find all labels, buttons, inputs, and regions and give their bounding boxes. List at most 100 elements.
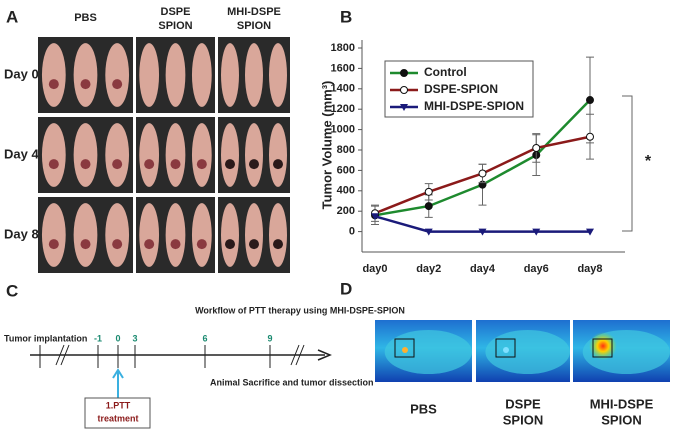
mouse <box>221 203 239 267</box>
roi-box <box>394 338 415 358</box>
tumor <box>80 159 91 170</box>
image-label: MHI-DSPE <box>590 396 654 411</box>
y-axis-title: Tumor Volume (mm³) <box>319 81 334 210</box>
panel-label: B <box>340 7 352 26</box>
significance-mark: * <box>645 153 652 170</box>
panel-b: B Tumor Volume (mm³) * 0 200 400 600 800 1000… <box>319 7 651 274</box>
panel-c: C Workflow of PTT therapy using MHI-DSPE… <box>4 281 405 429</box>
column-header: SPION <box>158 20 192 32</box>
tumor <box>48 79 59 90</box>
y-tick-label: 1400 <box>331 83 355 95</box>
legend-marker <box>400 69 408 77</box>
mouse <box>165 123 186 187</box>
x-tick-label: day8 <box>577 263 602 275</box>
mouse <box>41 203 66 267</box>
column-header: DSPE <box>161 6 191 18</box>
tumor <box>170 239 181 250</box>
treatment-label: treatment <box>97 413 138 423</box>
timeline-label: 6 <box>202 333 207 343</box>
timeline-label: -1 <box>94 333 102 343</box>
treatment-box <box>84 397 151 429</box>
mouse <box>245 203 263 267</box>
tumor <box>80 239 91 250</box>
treatment-arrow-head <box>112 368 124 379</box>
tumor <box>273 159 283 170</box>
mouse <box>105 123 130 187</box>
y-tick-label: 800 <box>337 144 355 156</box>
mouse <box>191 203 212 267</box>
mouse <box>105 43 130 107</box>
mouse <box>73 123 98 187</box>
spot <box>402 347 408 353</box>
end-label: Animal Sacrifice and tumor dissection <box>210 377 374 387</box>
tumor <box>48 159 59 170</box>
tumor <box>48 239 59 250</box>
tumor <box>112 79 123 90</box>
y-tick-label: 400 <box>337 185 355 197</box>
mouse <box>245 43 263 107</box>
marker <box>586 132 594 141</box>
mouse <box>269 203 287 267</box>
mouse <box>269 123 287 187</box>
mouse-silhouette <box>485 330 570 374</box>
tumor <box>273 239 283 250</box>
marker <box>586 96 594 105</box>
row-label: Day 8 <box>4 226 39 241</box>
mouse <box>139 43 160 107</box>
legend-label: DSPE-SPION <box>424 82 498 96</box>
tumor <box>112 239 123 250</box>
mouse <box>105 203 130 267</box>
spot <box>503 347 509 353</box>
column-header: SPION <box>237 20 271 32</box>
x-tick-label: day6 <box>524 263 549 275</box>
x-tick-label: day0 <box>362 263 387 275</box>
tumor <box>170 159 181 170</box>
y-tick-label: 1200 <box>331 103 355 115</box>
mouse <box>165 203 186 267</box>
column-header: PBS <box>74 12 97 24</box>
mouse-silhouette <box>384 330 472 374</box>
mouse <box>41 123 66 187</box>
mouse <box>221 43 239 107</box>
y-tick-label: 0 <box>349 226 355 238</box>
timeline-label: 9 <box>267 333 272 343</box>
image-label: DSPE <box>505 396 541 411</box>
timeline-label: 3 <box>132 333 137 343</box>
mouse <box>73 43 98 107</box>
column-header: MHI-DSPE <box>227 6 281 18</box>
mouse <box>269 43 287 107</box>
image-label: PBS <box>410 401 437 416</box>
legend-label: Control <box>424 65 467 79</box>
y-tick-label: 1600 <box>331 62 355 74</box>
marker <box>478 169 487 178</box>
mouse <box>139 203 160 267</box>
tumor <box>225 239 235 250</box>
marker <box>532 228 541 236</box>
x-tick-label: day2 <box>416 263 441 275</box>
panel-label: C <box>6 281 18 300</box>
panel-label: A <box>6 7 18 26</box>
mouse <box>139 123 160 187</box>
panel-label: D <box>340 279 352 298</box>
roi-box <box>495 338 516 358</box>
marker <box>532 143 541 152</box>
significance-bracket <box>622 95 633 232</box>
marker <box>424 202 433 211</box>
workflow-title: Workflow of PTT therapy using MHI-DSPE-S… <box>195 305 405 315</box>
y-tick-label: 1800 <box>331 42 355 54</box>
legend-marker <box>400 86 408 94</box>
row-label: Day 4 <box>4 146 39 161</box>
x-tick-label: day4 <box>470 263 496 275</box>
axis-break <box>55 344 305 366</box>
marker <box>371 213 379 221</box>
tumor <box>196 239 207 250</box>
legend-marker <box>400 104 408 111</box>
tumor <box>144 159 155 170</box>
marker <box>424 228 433 236</box>
legend-label: MHI-DSPE-SPION <box>424 99 524 113</box>
mouse <box>191 123 212 187</box>
mouse <box>221 123 239 187</box>
image-label: SPION <box>601 412 641 427</box>
